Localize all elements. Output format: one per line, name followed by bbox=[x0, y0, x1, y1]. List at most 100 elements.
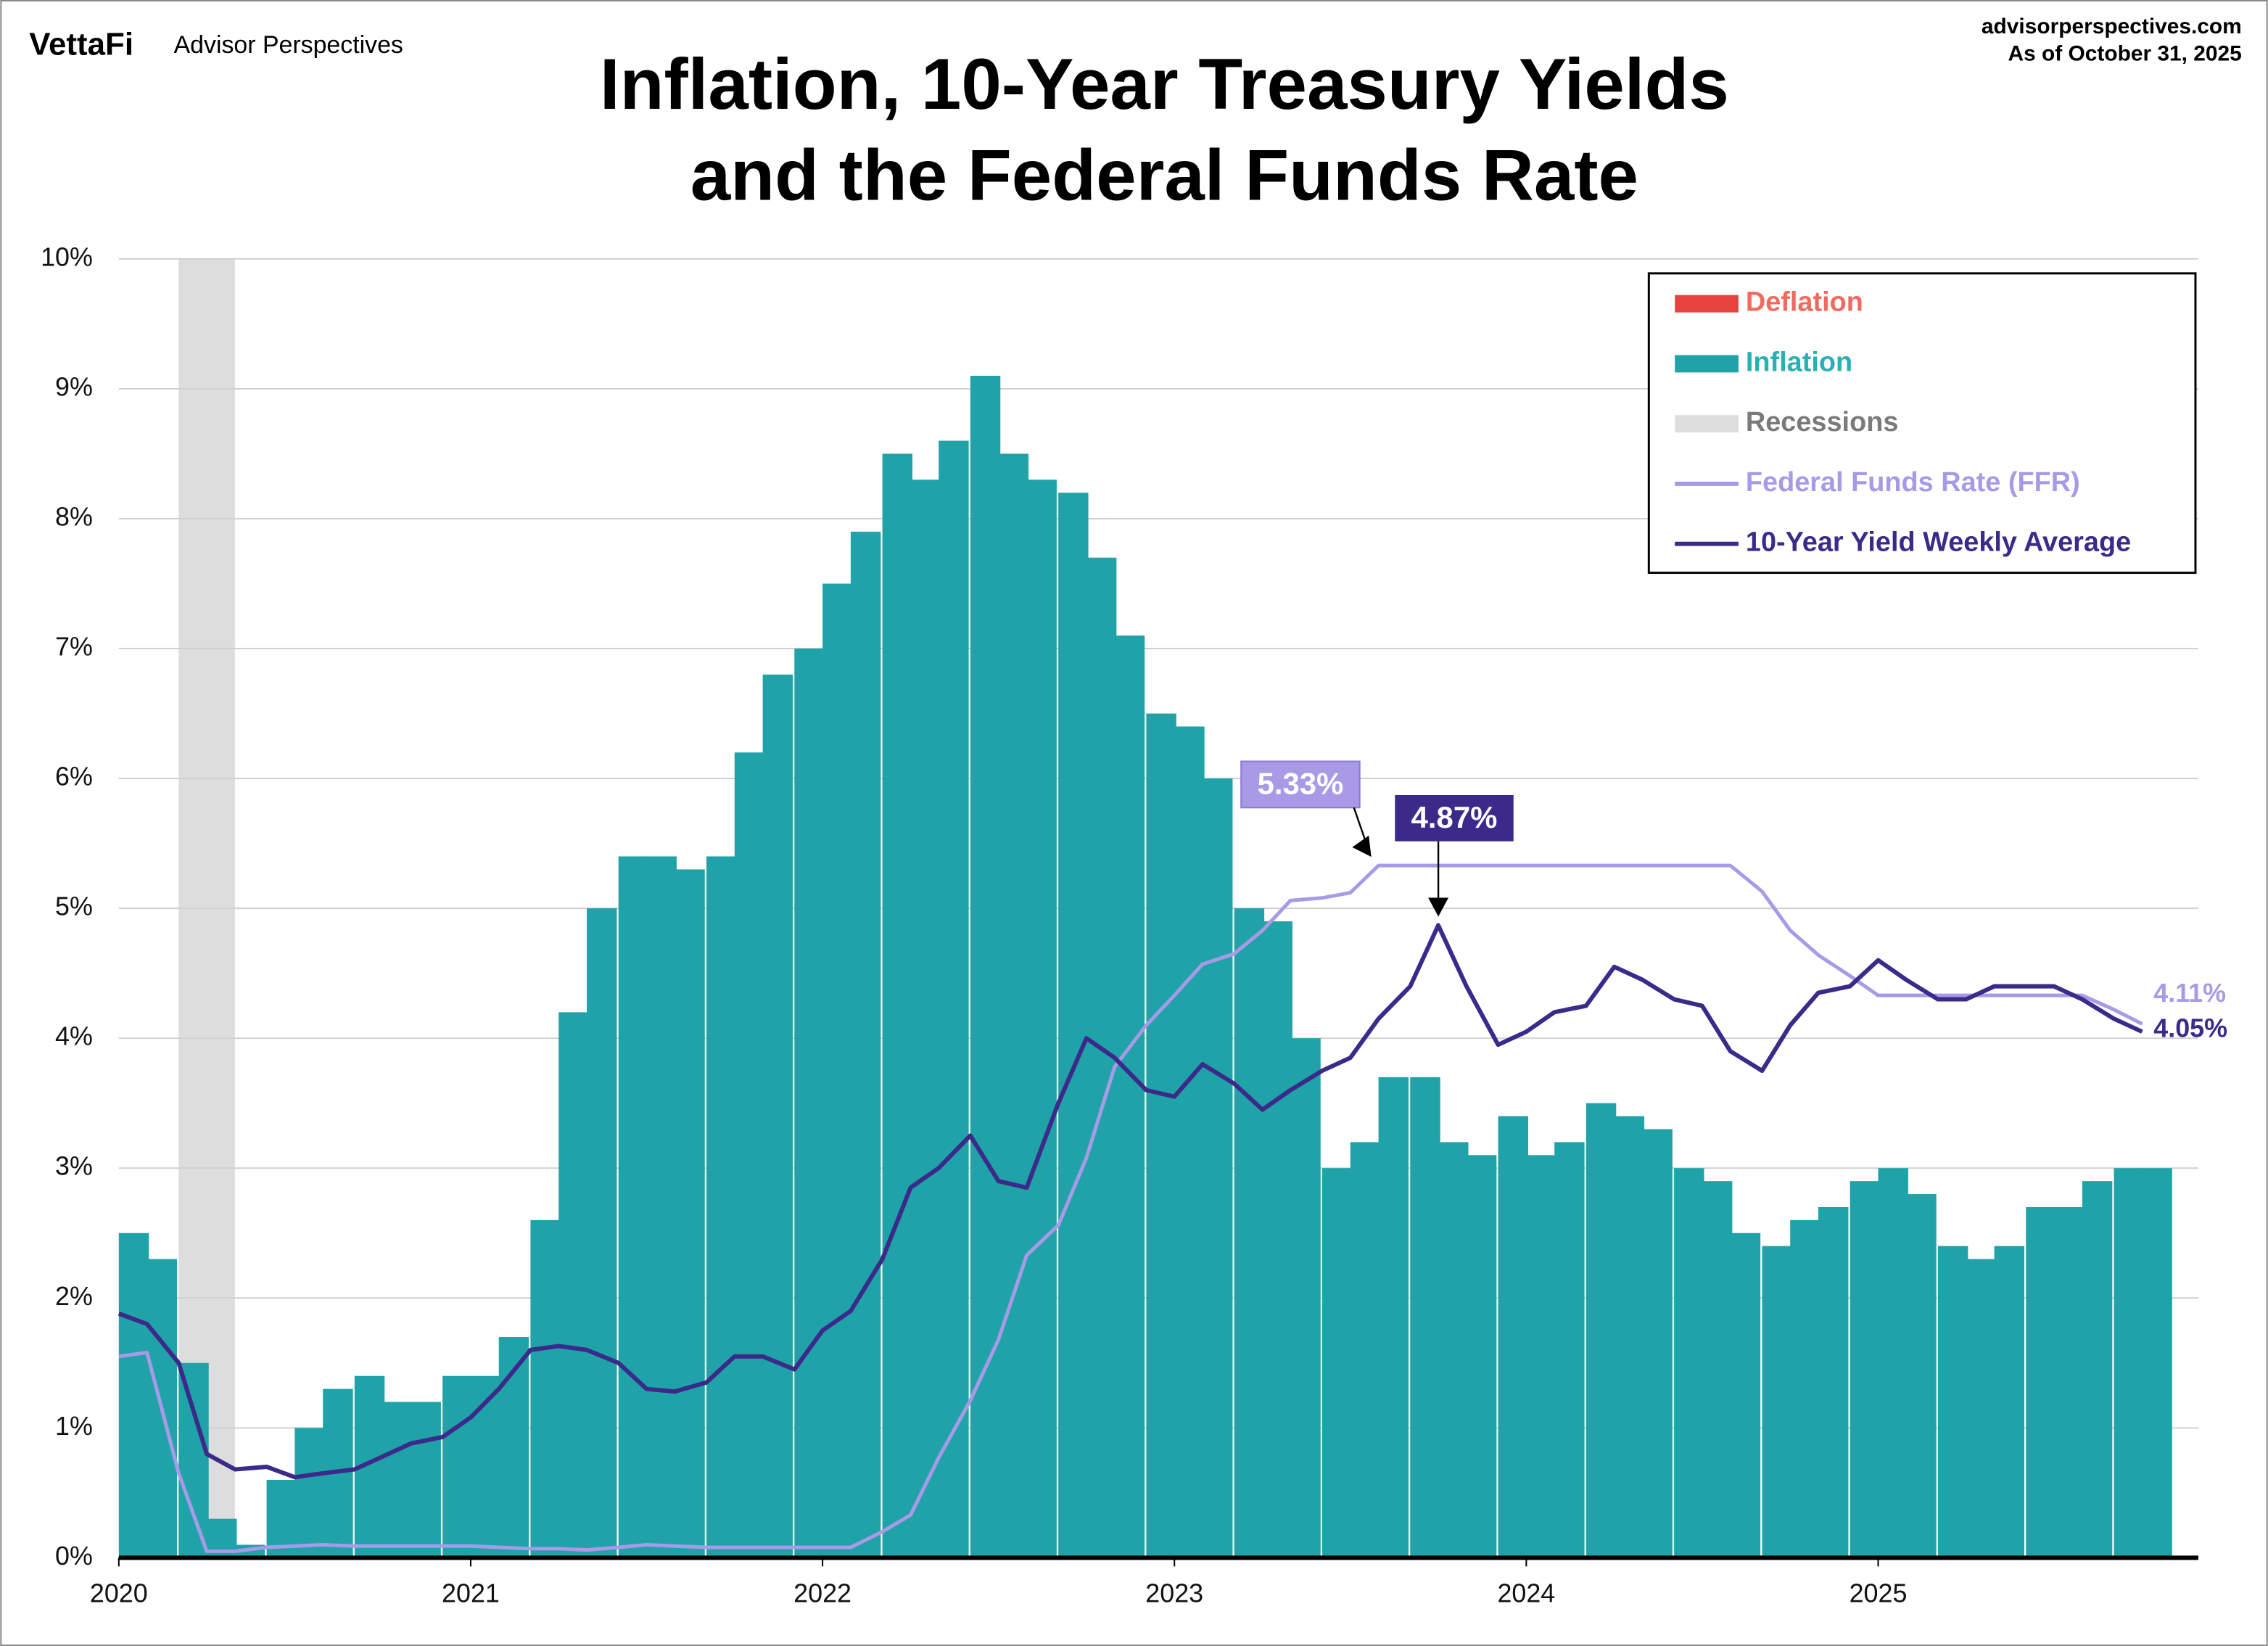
inflation-bar bbox=[970, 376, 1001, 1558]
inflation-bar bbox=[1146, 713, 1176, 1558]
inflation-bar bbox=[1321, 1168, 1353, 1558]
inflation-bar bbox=[587, 908, 617, 1558]
inflation-bar bbox=[2114, 1168, 2144, 1558]
x-tick-label: 2025 bbox=[1850, 1579, 1908, 1608]
inflation-bar bbox=[1526, 1155, 1556, 1558]
y-tick-label: 10% bbox=[41, 242, 93, 271]
inflation-bar bbox=[1585, 1103, 1617, 1558]
inflation-bar bbox=[1378, 1077, 1409, 1558]
inflation-bar bbox=[1203, 778, 1233, 1558]
inflation-bar bbox=[1966, 1259, 1997, 1558]
inflation-bar bbox=[1466, 1155, 1497, 1558]
inflation-bar bbox=[2026, 1206, 2056, 1558]
inflation-bar bbox=[1642, 1129, 1673, 1558]
inflation-bar bbox=[1174, 726, 1205, 1558]
inflation-bar bbox=[1790, 1219, 1820, 1558]
inflation-bar bbox=[822, 583, 853, 1558]
inflation-bar bbox=[762, 674, 793, 1558]
inflation-bar bbox=[939, 440, 969, 1558]
inflation-bar bbox=[1290, 1038, 1321, 1558]
legend-swatch bbox=[1675, 415, 1739, 433]
inflation-bar bbox=[1114, 635, 1145, 1558]
end-label: 4.05% bbox=[2153, 1014, 2227, 1043]
inflation-bar bbox=[1350, 1142, 1381, 1558]
y-tick-label: 8% bbox=[55, 502, 93, 531]
legend-label: Inflation bbox=[1746, 347, 1852, 377]
inflation-bar bbox=[1762, 1246, 1792, 1558]
inflation-bar bbox=[411, 1402, 441, 1558]
y-tick-label: 0% bbox=[55, 1542, 93, 1571]
inflation-bar bbox=[470, 1375, 501, 1558]
inflation-bar bbox=[1614, 1116, 1645, 1558]
legend-label: 10-Year Yield Weekly Average bbox=[1746, 527, 2131, 558]
legend-label: Federal Funds Rate (FFR) bbox=[1746, 467, 2080, 498]
y-tick-label: 4% bbox=[55, 1022, 93, 1051]
callout-label: 5.33% bbox=[1258, 766, 1344, 800]
inflation-bar bbox=[1850, 1181, 1881, 1558]
inflation-bar bbox=[382, 1402, 413, 1558]
y-tick-label: 9% bbox=[55, 372, 93, 401]
inflation-bar bbox=[1906, 1194, 1937, 1558]
inflation-bar bbox=[675, 869, 705, 1558]
series-line bbox=[118, 863, 2143, 1553]
inflation-bar bbox=[1262, 921, 1292, 1558]
site: advisorperspectives.com bbox=[1982, 15, 2242, 38]
inflation-bar bbox=[998, 453, 1029, 1558]
y-tick-label: 1% bbox=[55, 1412, 93, 1441]
inflation-bar bbox=[1994, 1246, 2025, 1558]
inflation-bar bbox=[2054, 1206, 2085, 1558]
legend-box bbox=[1647, 272, 2197, 575]
inflation-bar bbox=[1937, 1246, 1968, 1558]
inflation-bar bbox=[734, 752, 765, 1558]
inflation-bar bbox=[1058, 493, 1089, 1558]
x-tick-label: 2020 bbox=[90, 1579, 148, 1608]
inflation-bar bbox=[1818, 1206, 1849, 1558]
brand: VettaFi bbox=[29, 26, 133, 62]
x-tick-label: 2024 bbox=[1497, 1579, 1555, 1608]
inflation-bar bbox=[2142, 1168, 2172, 1558]
callout-box bbox=[1240, 760, 1361, 809]
y-tick-label: 5% bbox=[55, 892, 93, 921]
inflation-bar bbox=[1498, 1116, 1528, 1558]
inflation-bar bbox=[1554, 1142, 1585, 1558]
inflation-bar bbox=[2082, 1181, 2113, 1558]
inflation-bar bbox=[618, 856, 649, 1558]
inflation-bar bbox=[1730, 1233, 1761, 1558]
inflation-bar bbox=[1674, 1168, 1704, 1558]
legend-swatch bbox=[1675, 295, 1739, 313]
y-tick-label: 7% bbox=[55, 633, 93, 662]
inflation-bar bbox=[1702, 1181, 1733, 1558]
inflation-bar bbox=[850, 531, 881, 1558]
inflation-bar bbox=[882, 453, 912, 1558]
inflation-bar bbox=[558, 1012, 589, 1558]
arrow-head bbox=[1352, 835, 1372, 857]
y-tick-label: 3% bbox=[55, 1152, 93, 1181]
inflation-bar bbox=[178, 1362, 209, 1558]
legend-swatch bbox=[1675, 355, 1739, 373]
inflation-bar bbox=[646, 856, 677, 1558]
date: As of October 31, 2025 bbox=[2008, 42, 2241, 66]
legend-label: Deflation bbox=[1746, 287, 1863, 318]
x-tick-label: 2021 bbox=[442, 1579, 500, 1608]
callout-label: 4.87% bbox=[1411, 800, 1498, 834]
inflation-bar bbox=[1878, 1168, 1908, 1558]
inflation-bar bbox=[794, 649, 825, 1558]
legend-label: Recessions bbox=[1746, 407, 1899, 437]
series-line bbox=[117, 923, 2143, 1480]
inflation-bar bbox=[1438, 1142, 1469, 1558]
inflation-bar bbox=[1026, 480, 1057, 1558]
inflation-bar bbox=[1410, 1077, 1440, 1558]
inflation-bar bbox=[118, 1233, 149, 1558]
y-tick-label: 2% bbox=[55, 1282, 93, 1311]
arrow-head bbox=[1428, 897, 1449, 917]
chart-title: and the Federal Funds Rate bbox=[690, 136, 1638, 216]
end-label: 4.11% bbox=[2153, 979, 2226, 1008]
x-tick-label: 2023 bbox=[1145, 1579, 1203, 1608]
inflation-bar bbox=[442, 1375, 473, 1558]
chart-title: Inflation, 10-Year Treasury Yields bbox=[600, 44, 1729, 125]
callout-box bbox=[1395, 794, 1514, 841]
inflation-bar bbox=[706, 856, 737, 1558]
inflation-bar bbox=[294, 1428, 325, 1558]
inflation-bar bbox=[530, 1219, 561, 1558]
